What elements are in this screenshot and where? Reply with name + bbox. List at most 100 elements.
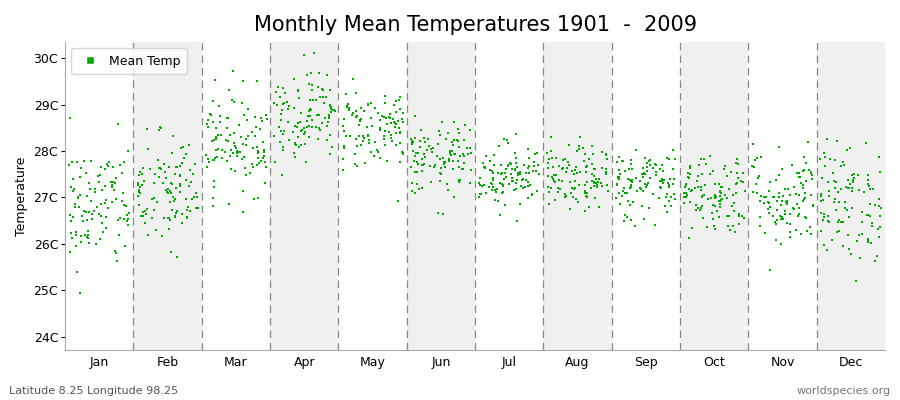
Point [410, 181, 424, 187]
Point [504, 161, 518, 167]
Point [319, 94, 333, 101]
Point [551, 185, 565, 191]
Point [422, 143, 436, 149]
Point [131, 179, 146, 186]
Point [223, 152, 238, 159]
Point [501, 163, 516, 169]
Point [292, 143, 307, 150]
Point [303, 107, 318, 114]
Point [86, 208, 101, 214]
Point [87, 186, 102, 192]
Point [713, 188, 727, 194]
Point [173, 162, 187, 169]
Point [591, 204, 606, 211]
Point [188, 190, 202, 196]
Point [652, 183, 667, 190]
Point [147, 194, 161, 201]
Point [815, 217, 830, 223]
Point [680, 194, 694, 200]
Point [737, 214, 751, 221]
Point [700, 224, 715, 231]
Point [824, 156, 838, 162]
Point [302, 97, 317, 103]
Point [392, 106, 407, 112]
Point [544, 134, 558, 140]
Point [158, 187, 173, 193]
Point [479, 153, 493, 160]
Point [770, 217, 784, 223]
Point [804, 170, 818, 176]
Point [294, 110, 309, 116]
Point [826, 169, 841, 176]
Point [106, 187, 121, 194]
Point [636, 216, 651, 223]
Point [775, 166, 789, 172]
Point [508, 186, 523, 192]
Point [684, 187, 698, 193]
Point [521, 164, 535, 171]
Point [254, 157, 268, 164]
Point [589, 175, 603, 182]
Point [752, 173, 767, 179]
Point [179, 214, 194, 221]
Point [636, 174, 651, 180]
Point [711, 181, 725, 187]
Point [321, 119, 336, 125]
Point [112, 162, 127, 168]
Point [553, 186, 567, 193]
Point [76, 218, 90, 224]
Point [542, 200, 556, 207]
Point [302, 106, 317, 113]
Point [703, 152, 717, 159]
Point [424, 178, 438, 185]
Point [441, 129, 455, 136]
Point [178, 177, 193, 184]
Point [395, 110, 410, 116]
Point [590, 182, 604, 188]
Point [837, 162, 851, 168]
Point [505, 175, 519, 181]
Point [562, 162, 577, 168]
Point [532, 171, 546, 177]
Point [267, 133, 282, 139]
Point [752, 222, 767, 229]
Point [835, 243, 850, 249]
Point [106, 164, 121, 170]
Point [189, 205, 203, 211]
Point [759, 194, 773, 200]
Point [371, 149, 385, 156]
Point [634, 203, 649, 209]
Point [872, 154, 886, 160]
Point [182, 142, 196, 148]
Point [639, 168, 653, 174]
Point [250, 154, 265, 161]
Point [161, 164, 176, 170]
Point [154, 125, 168, 131]
Point [666, 180, 680, 187]
Point [70, 159, 85, 166]
Point [436, 161, 451, 167]
Point [436, 211, 451, 217]
Point [312, 70, 327, 76]
Point [88, 241, 103, 247]
Point [688, 202, 703, 208]
Point [184, 196, 199, 202]
Point [135, 171, 149, 177]
Point [318, 115, 332, 122]
Point [383, 114, 398, 121]
Point [434, 171, 448, 178]
Point [391, 118, 405, 124]
Point [638, 181, 652, 188]
Point [623, 202, 637, 208]
Bar [65, 42, 133, 350]
Point [829, 138, 843, 144]
Point [861, 235, 876, 242]
Point [256, 139, 271, 145]
Point [74, 165, 88, 171]
Point [485, 177, 500, 184]
Point [500, 137, 514, 143]
Point [504, 175, 518, 181]
Point [721, 222, 735, 229]
Point [842, 214, 856, 220]
Point [609, 181, 624, 187]
